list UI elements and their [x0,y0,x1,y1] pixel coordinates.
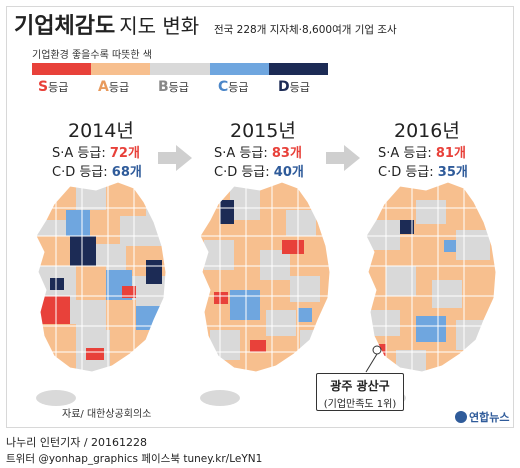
legend-swatch-s [32,63,92,75]
stat-cd-2016: C·D 등급: 35개 [378,165,468,180]
arrow-right-icon [326,145,360,171]
legend-grade-s: S등급 [38,79,69,95]
legend-grade-a: A등급 [98,79,130,95]
source-credit: 자료/ 대한상공회의소 [62,409,152,420]
korea-map-2015 [199,181,331,406]
callout-note: (기업만족도 1위) [323,399,397,410]
callout-gwangsan: 광주 광산구 (기업만족도 1위) [316,373,404,411]
stat-cd-2014: C·D 등급: 68개 [52,165,142,180]
year-label-2016: 2016년 [394,120,460,142]
korea-map-2014 [35,181,167,406]
arrow-right-icon [158,145,192,171]
year-label-2015: 2015년 [230,120,296,142]
stat-cd-2015: C·D 등급: 40개 [214,165,304,180]
byline: 나누리 인턴기자 / 20161228 [6,436,148,449]
legend-swatch-d [268,63,329,75]
yonhap-logo: 연합뉴스 [455,409,509,425]
subtitle: 전국 228개 지자체·8,600여개 기업 조사 [214,24,397,36]
korea-map-2016 [365,181,497,406]
yonhap-logo-icon [455,411,467,423]
social-links: 트위터 @yonhap_graphics 페이스북 tuney.kr/LeYN1 [6,453,263,465]
legend-swatch-b [150,63,210,75]
page-title: 기업체감도 지도 변화 [14,14,200,39]
stat-sa-2015: S·A 등급: 83개 [214,146,302,161]
stat-sa-2014: S·A 등급: 72개 [52,146,140,161]
legend-grade-d: D등급 [278,79,310,95]
year-label-2014: 2014년 [68,120,134,142]
legend-color-bar [32,63,329,75]
callout-title: 광주 광산구 [330,379,390,393]
legend-caption: 기업환경 좋을수록 따뜻한 색 [32,50,152,61]
legend-swatch-c [209,63,269,75]
legend-swatch-a [91,63,151,75]
legend-grade-b: B등급 [158,79,189,95]
legend-grade-c: C등급 [218,79,249,95]
stat-sa-2016: S·A 등급: 81개 [378,146,466,161]
